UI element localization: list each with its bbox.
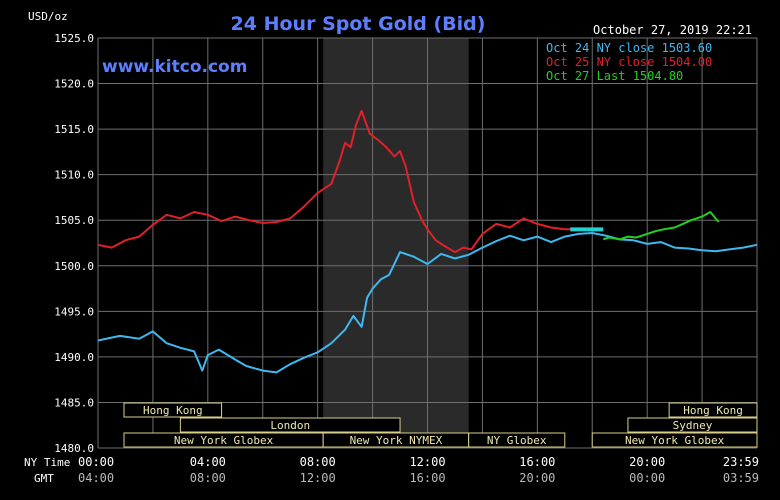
session-bar-ny-globex (468, 432, 566, 448)
session-label-hong-kong-1: Hong Kong (143, 404, 203, 417)
market-sessions: Hong Kong London New York Globex New York N… (123, 402, 758, 448)
y-tick-label: 1505.0 (54, 214, 94, 227)
y-tick-label: 1500.0 (54, 260, 94, 273)
x-tick-label-ny: 00:00 (78, 455, 114, 469)
legend-oct25: Oct 25 NY close 1504.00 (546, 55, 712, 69)
x-tick-label-gmt: 12:00 (300, 471, 336, 485)
session-label-hong-kong-2: Hong Kong (683, 404, 743, 417)
y-tick-label: 1485.0 (54, 396, 94, 409)
session-label-ny-globex: NY Globex (487, 434, 547, 447)
x-tick-label-gmt: 04:00 (78, 471, 114, 485)
y-tick-label: 1480.0 (54, 442, 94, 455)
x-tick-label-gmt: 08:00 (190, 471, 226, 485)
x-tick-label-ny: 04:00 (190, 455, 226, 469)
x-tick-label-gmt: 16:00 (409, 471, 445, 485)
session-label-new-york-nymex: New York NYMEX (350, 434, 443, 447)
session-bar-hong-kong-1 (123, 402, 223, 418)
series-line-0 (97, 232, 758, 374)
session-label-london: London (270, 419, 310, 432)
session-label-new-york-globex-1: New York Globex (174, 434, 274, 447)
legend: Oct 24 NY close 1503.60 Oct 25 NY close … (546, 41, 712, 83)
x-tick-label-gmt: 03:59 (723, 471, 759, 485)
y-tick-label: 1490.0 (54, 351, 94, 364)
y-tick-label: 1495.0 (54, 305, 94, 318)
series-line-1 (97, 109, 576, 254)
y-axis-unit: USD/oz (28, 10, 68, 23)
x-tick-label-ny: 08:00 (300, 455, 336, 469)
x-tick-label-ny: 20:00 (629, 455, 665, 469)
x-tick-labels: 00:00 04:00 04:00 08:00 08:00 12:00 12:00 16:00… (78, 455, 759, 485)
watermark-url: www.kitco.com (102, 57, 247, 77)
x-tick-label-ny: 12:00 (409, 455, 445, 469)
session-label-new-york-globex-2: New York Globex (625, 434, 725, 447)
y-tick-label: 1515.0 (54, 123, 94, 136)
legend-oct24: Oct 24 NY close 1503.60 (546, 41, 712, 55)
session-bar-london (179, 417, 401, 433)
session-label-sydney: Sydney (673, 419, 713, 432)
session-bar-hong-kong-2 (668, 402, 758, 418)
x-tick-label-ny: 16:00 (519, 455, 555, 469)
legend-oct27: Oct 27 Last 1504.80 (546, 69, 683, 83)
session-bar-sydney (627, 417, 758, 433)
y-tick-label: 1510.0 (54, 169, 94, 182)
series-line-2 (602, 211, 720, 241)
y-tick-label: 1525.0 (54, 32, 94, 45)
x-axis-prefix-ny: NY Time (24, 456, 70, 469)
x-tick-label-gmt: 20:00 (519, 471, 555, 485)
grid-lines (97, 37, 758, 449)
x-tick-label-gmt: 00:00 (629, 471, 665, 485)
timestamp: October 27, 2019 22:21 (593, 23, 752, 37)
session-highlight-band (323, 38, 469, 448)
x-tick-label-ny: 23:59 (723, 455, 759, 469)
chart-title: 24 Hour Spot Gold (Bid) (231, 13, 486, 35)
x-axis-prefix-gmt: GMT (34, 472, 54, 485)
y-tick-label: 1520.0 (54, 78, 94, 91)
price-series (97, 109, 758, 374)
y-tick-labels: 1480.0 1485.0 1490.0 1495.0 1500.0 1505.0 1510… (54, 32, 94, 455)
session-bar-new-york-globex-2 (591, 432, 758, 448)
